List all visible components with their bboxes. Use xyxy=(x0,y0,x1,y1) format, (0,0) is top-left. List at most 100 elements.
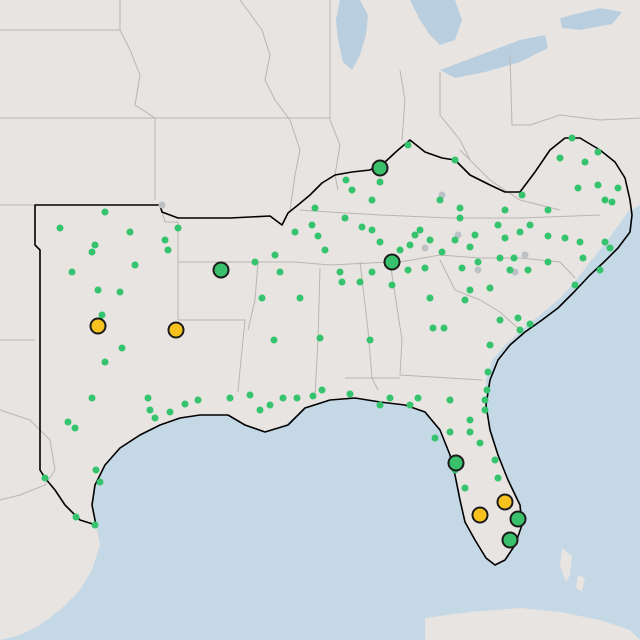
green-site[interactable] xyxy=(496,254,504,262)
green-site[interactable] xyxy=(118,344,126,352)
green-site[interactable] xyxy=(496,316,504,324)
green-site[interactable] xyxy=(461,484,469,492)
green-site[interactable] xyxy=(404,141,412,149)
green-site[interactable] xyxy=(144,394,152,402)
green-site[interactable] xyxy=(376,178,384,186)
green-site[interactable] xyxy=(574,184,582,192)
green-site[interactable] xyxy=(91,241,99,249)
green-site[interactable] xyxy=(318,386,326,394)
green-site[interactable] xyxy=(491,456,499,464)
green-site[interactable] xyxy=(518,191,526,199)
green-site[interactable] xyxy=(544,232,552,240)
green-site[interactable] xyxy=(544,206,552,214)
green-site[interactable] xyxy=(476,439,484,447)
green-site[interactable] xyxy=(88,394,96,402)
green-site[interactable] xyxy=(346,390,354,398)
green-site[interactable] xyxy=(466,286,474,294)
green-site[interactable] xyxy=(71,424,79,432)
green-site[interactable] xyxy=(291,228,299,236)
green-site[interactable] xyxy=(271,251,279,259)
green-site[interactable] xyxy=(316,334,324,342)
green-site[interactable] xyxy=(601,196,609,204)
green-site[interactable] xyxy=(524,266,532,274)
green-site[interactable] xyxy=(368,268,376,276)
green-site[interactable] xyxy=(341,214,349,222)
green-site[interactable] xyxy=(501,234,509,242)
green-site[interactable] xyxy=(246,391,254,399)
green-site[interactable] xyxy=(456,204,464,212)
green-site[interactable] xyxy=(466,428,474,436)
green-site[interactable] xyxy=(348,186,356,194)
green-marker[interactable] xyxy=(371,159,389,177)
green-site[interactable] xyxy=(461,296,469,304)
green-site[interactable] xyxy=(446,396,454,404)
green-site[interactable] xyxy=(321,246,329,254)
green-site[interactable] xyxy=(481,406,489,414)
green-site[interactable] xyxy=(556,154,564,162)
green-site[interactable] xyxy=(338,278,346,286)
green-site[interactable] xyxy=(146,406,154,414)
green-site[interactable] xyxy=(266,401,274,409)
green-site[interactable] xyxy=(386,394,394,402)
green-site[interactable] xyxy=(506,266,514,274)
green-site[interactable] xyxy=(406,241,414,249)
grey-site[interactable] xyxy=(521,251,529,259)
green-site[interactable] xyxy=(596,266,604,274)
green-site[interactable] xyxy=(342,176,350,184)
green-site[interactable] xyxy=(368,226,376,234)
yellow-marker[interactable] xyxy=(496,493,514,511)
green-site[interactable] xyxy=(494,221,502,229)
green-site[interactable] xyxy=(64,418,72,426)
green-site[interactable] xyxy=(181,400,189,408)
green-site[interactable] xyxy=(116,288,124,296)
green-site[interactable] xyxy=(571,281,579,289)
green-site[interactable] xyxy=(421,264,429,272)
green-site[interactable] xyxy=(358,223,366,231)
green-site[interactable] xyxy=(526,320,534,328)
green-site[interactable] xyxy=(429,324,437,332)
green-site[interactable] xyxy=(388,281,396,289)
green-site[interactable] xyxy=(456,214,464,222)
green-site[interactable] xyxy=(486,284,494,292)
green-site[interactable] xyxy=(436,196,444,204)
green-site[interactable] xyxy=(311,204,319,212)
green-site[interactable] xyxy=(279,394,287,402)
green-site[interactable] xyxy=(516,326,524,334)
green-site[interactable] xyxy=(426,294,434,302)
green-site[interactable] xyxy=(166,408,174,416)
green-site[interactable] xyxy=(474,258,482,266)
green-site[interactable] xyxy=(494,474,502,482)
green-site[interactable] xyxy=(471,231,479,239)
green-site[interactable] xyxy=(451,236,459,244)
green-site[interactable] xyxy=(483,386,491,394)
green-site[interactable] xyxy=(514,314,522,322)
green-site[interactable] xyxy=(561,234,569,242)
green-marker[interactable] xyxy=(501,531,519,549)
yellow-marker[interactable] xyxy=(89,317,107,335)
green-site[interactable] xyxy=(594,148,602,156)
green-site[interactable] xyxy=(438,248,446,256)
green-site[interactable] xyxy=(256,406,264,414)
green-site[interactable] xyxy=(594,181,602,189)
green-site[interactable] xyxy=(41,474,49,482)
green-site[interactable] xyxy=(406,401,414,409)
green-site[interactable] xyxy=(526,221,534,229)
green-site[interactable] xyxy=(614,184,622,192)
green-site[interactable] xyxy=(481,396,489,404)
green-site[interactable] xyxy=(416,226,424,234)
green-site[interactable] xyxy=(164,246,172,254)
green-site[interactable] xyxy=(568,134,576,142)
green-site[interactable] xyxy=(510,254,518,262)
green-site[interactable] xyxy=(98,311,106,319)
green-site[interactable] xyxy=(356,278,364,286)
green-site[interactable] xyxy=(258,294,266,302)
green-site[interactable] xyxy=(276,268,284,276)
green-site[interactable] xyxy=(376,401,384,409)
green-site[interactable] xyxy=(336,268,344,276)
green-marker[interactable] xyxy=(447,454,465,472)
green-site[interactable] xyxy=(486,341,494,349)
green-site[interactable] xyxy=(91,521,99,529)
green-site[interactable] xyxy=(431,434,439,442)
green-site[interactable] xyxy=(414,394,422,402)
